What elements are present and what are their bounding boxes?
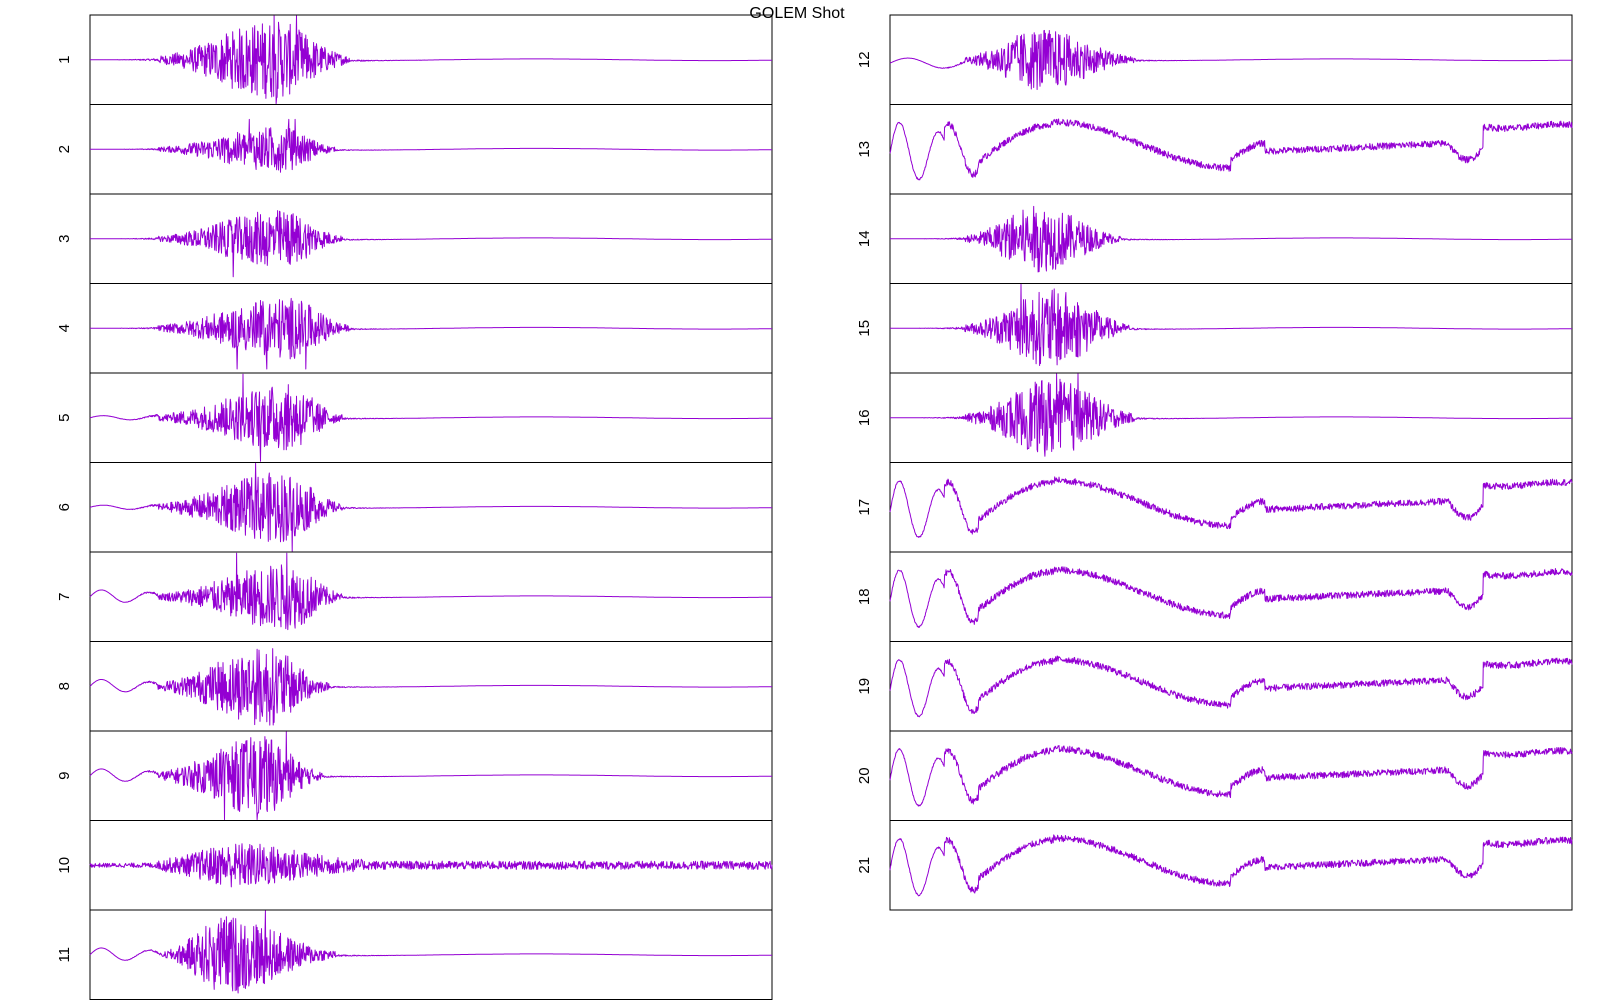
series-line-17 <box>889 476 1573 538</box>
panel-16: 16 <box>856 372 1573 463</box>
panel-5: 5 <box>56 372 773 463</box>
panel-14: 14 <box>856 193 1573 284</box>
panel-label-2: 2 <box>56 145 73 153</box>
series-line-7 <box>89 552 772 631</box>
panel-frame <box>889 551 1573 642</box>
panel-label-16: 16 <box>856 409 873 426</box>
series-line-13 <box>889 118 1573 181</box>
series-line-3 <box>89 210 772 278</box>
series-line-2 <box>89 118 772 173</box>
panel-12: 12 <box>856 14 1573 105</box>
panel-label-12: 12 <box>856 51 873 68</box>
series-line-5 <box>89 373 772 462</box>
panel-label-7: 7 <box>56 593 73 601</box>
series-line-19 <box>889 655 1573 718</box>
panel-1: 1 <box>56 14 773 105</box>
chart-title: GOLEM Shot <box>749 5 845 22</box>
panel-11: 11 <box>56 909 773 1000</box>
panel-7: 7 <box>56 551 773 642</box>
series-line-16 <box>890 373 1572 457</box>
series-line-11 <box>89 910 772 994</box>
series-line-12 <box>889 29 1572 90</box>
panel-label-9: 9 <box>56 772 73 780</box>
panel-4: 4 <box>56 283 773 374</box>
panel-2: 2 <box>56 104 773 195</box>
series-line-15 <box>890 283 1572 366</box>
panel-label-5: 5 <box>56 414 73 422</box>
panel-label-20: 20 <box>856 767 873 784</box>
panel-frame <box>889 820 1573 911</box>
series-line-9 <box>89 731 772 821</box>
panel-13: 13 <box>856 104 1573 195</box>
panel-label-4: 4 <box>56 324 73 332</box>
panel-label-17: 17 <box>856 499 873 516</box>
panel-19: 19 <box>856 641 1573 732</box>
panel-label-15: 15 <box>856 320 873 337</box>
series-line-8 <box>89 648 772 726</box>
panel-label-13: 13 <box>856 141 873 158</box>
panel-label-8: 8 <box>56 682 73 690</box>
panel-label-10: 10 <box>56 857 73 874</box>
series-line-21 <box>889 834 1573 897</box>
panel-frame <box>889 462 1573 553</box>
panel-label-21: 21 <box>856 857 873 874</box>
panel-label-19: 19 <box>856 678 873 695</box>
panel-6: 6 <box>56 462 773 553</box>
panel-8: 8 <box>56 641 773 732</box>
series-line-18 <box>889 566 1573 628</box>
panel-label-14: 14 <box>856 230 873 247</box>
series-line-10 <box>89 843 773 888</box>
panel-label-6: 6 <box>56 503 73 511</box>
panel-17: 17 <box>856 462 1573 553</box>
panel-label-11: 11 <box>56 947 73 963</box>
series-line-4 <box>90 297 772 370</box>
series-line-14 <box>890 205 1572 273</box>
panel-10: 10 <box>56 820 773 911</box>
panel-9: 9 <box>56 730 773 821</box>
panel-label-3: 3 <box>56 235 73 243</box>
panel-18: 18 <box>856 551 1573 642</box>
panel-3: 3 <box>56 193 773 284</box>
series-line-1 <box>89 15 772 105</box>
panel-label-18: 18 <box>856 588 873 605</box>
panel-20: 20 <box>856 730 1573 821</box>
series-line-20 <box>889 745 1573 807</box>
series-line-6 <box>90 462 772 552</box>
panel-label-1: 1 <box>56 56 73 64</box>
panel-15: 15 <box>856 283 1573 374</box>
panel-21: 21 <box>856 820 1573 911</box>
